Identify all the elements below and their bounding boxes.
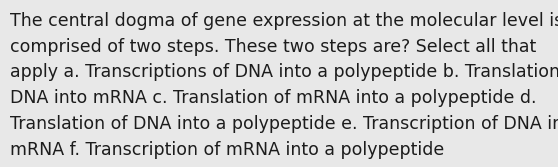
Text: DNA into mRNA c. Translation of mRNA into a polypeptide d.: DNA into mRNA c. Translation of mRNA int…: [10, 89, 537, 107]
Text: apply a. Transcriptions of DNA into a polypeptide b. Translation of: apply a. Transcriptions of DNA into a po…: [10, 63, 558, 81]
Text: mRNA f. Transcription of mRNA into a polypeptide: mRNA f. Transcription of mRNA into a pol…: [10, 141, 444, 159]
Text: Translation of DNA into a polypeptide e. Transcription of DNA into: Translation of DNA into a polypeptide e.…: [10, 115, 558, 133]
Text: comprised of two steps. These two steps are? Select all that: comprised of two steps. These two steps …: [10, 38, 536, 56]
Text: The central dogma of gene expression at the molecular level is: The central dogma of gene expression at …: [10, 12, 558, 30]
